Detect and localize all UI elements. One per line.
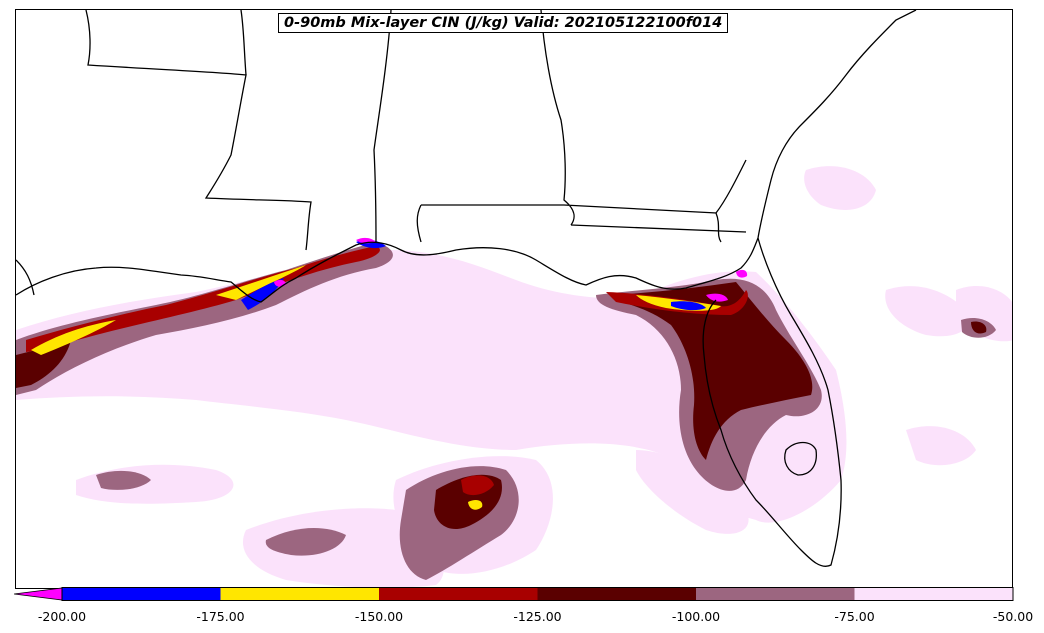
colorbar [14, 587, 1014, 601]
map-title: 0-90mb Mix-layer CIN (J/kg) Valid: 20210… [278, 13, 729, 33]
colorbar-tick-label: -175.00 [196, 609, 245, 624]
lake-okeechobee [784, 441, 817, 476]
colorbar-tick-label: -50.00 [992, 609, 1034, 624]
colorbar-tick-label: -75.00 [834, 609, 875, 624]
state-borders [85, 10, 722, 251]
colorbar-bin-2 [379, 587, 538, 601]
colorbar-bin-0 [62, 587, 221, 601]
florida-coastline [702, 237, 842, 567]
colorbar-outline [61, 587, 1014, 601]
colorbar-bin-4 [696, 587, 855, 601]
colorbar-tick-label: -200.00 [37, 609, 87, 624]
colorbar-tick-label: -150.00 [354, 609, 404, 624]
colorbar-tick-label: -125.00 [513, 609, 562, 624]
colorbar-bin-1 [220, 587, 379, 601]
gulf-coastline [16, 237, 759, 303]
cin-map [16, 10, 1012, 588]
colorbar-under-extension [14, 587, 63, 601]
cin-band-light-pink [16, 166, 1012, 588]
colorbar-bin-5 [854, 587, 1013, 601]
colorbar-tick-label: -100.00 [671, 609, 721, 624]
colorbar-bins [62, 587, 1013, 601]
atlantic-coastline [757, 10, 917, 239]
colorbar-bin-3 [537, 587, 696, 601]
map-panel [15, 9, 1013, 589]
